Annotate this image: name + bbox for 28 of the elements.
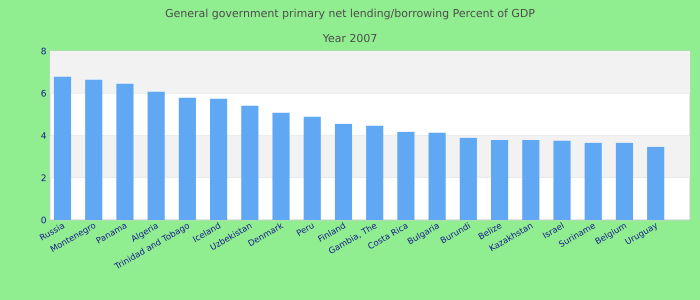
y-tick-label: 4 xyxy=(41,132,46,139)
bar xyxy=(54,76,72,220)
bar xyxy=(272,112,290,220)
bar xyxy=(366,126,384,220)
bar xyxy=(85,80,102,220)
bar xyxy=(116,84,134,220)
bar xyxy=(616,142,634,220)
y-tick-label: 2 xyxy=(41,174,46,182)
bar xyxy=(178,98,196,220)
bar xyxy=(490,140,508,220)
y-tick-label: 6 xyxy=(41,90,46,97)
bar xyxy=(148,92,165,220)
bar xyxy=(397,132,414,220)
bar xyxy=(460,138,477,220)
y-tick-label: 8 xyxy=(41,48,46,54)
bar xyxy=(334,124,352,220)
bar xyxy=(428,132,446,220)
x-tick-label: Peru xyxy=(296,223,314,236)
bar xyxy=(304,116,321,220)
bar xyxy=(584,142,602,220)
bar xyxy=(553,140,571,220)
bar xyxy=(210,98,228,220)
chart-subtitle: Year 2007 xyxy=(322,34,376,42)
bar xyxy=(522,140,540,220)
y-tick-label: 0 xyxy=(41,216,46,224)
bar xyxy=(241,106,258,220)
bar xyxy=(647,146,664,220)
chart-title: General government primary net lending/borrowing Percent of GDP xyxy=(166,8,535,20)
